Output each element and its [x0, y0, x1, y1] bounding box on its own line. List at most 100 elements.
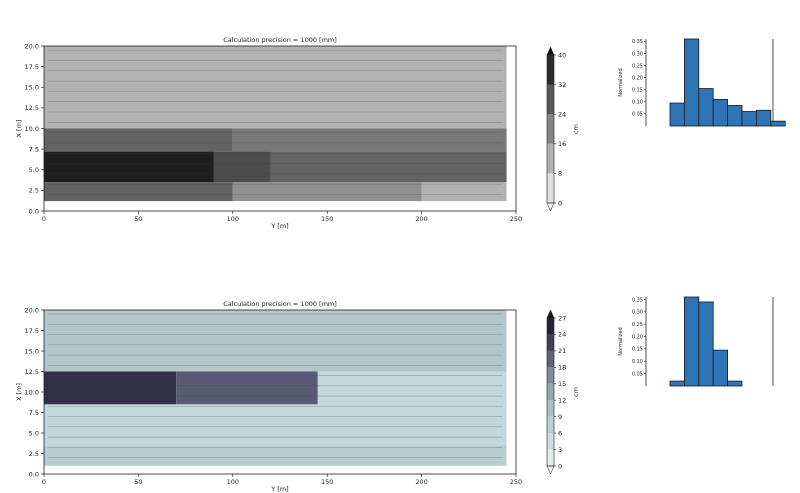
colorbar-tick-label: 6	[558, 429, 562, 437]
colorbar-tick-label: 9	[558, 413, 562, 421]
histogram-bar	[712, 99, 729, 127]
field-band-2-segment-2	[213, 151, 271, 183]
colorbar-tick-label: 16	[558, 140, 566, 148]
colorbar-segment	[547, 367, 554, 384]
colorbar-segment	[547, 318, 554, 335]
y-tick-label: 7.5	[29, 409, 39, 417]
histogram-y-tick-label: 0.20	[632, 334, 643, 340]
y-axis-label: X [m]	[15, 120, 23, 138]
colorbar-label: cm	[572, 387, 580, 397]
y-tick-label: 5.0	[29, 429, 39, 437]
x-tick-label: 100	[227, 215, 239, 223]
histogram-bar	[756, 109, 772, 127]
colorbar-tick-label: 12	[558, 397, 566, 405]
colorbar-segment	[547, 416, 554, 434]
histogram-bar	[727, 380, 743, 387]
colorbar-segment	[547, 350, 554, 368]
y-tick-label: 17.5	[25, 63, 39, 71]
colorbar-tick-label: 3	[558, 446, 562, 454]
colorbar-segment	[547, 433, 554, 450]
field-band-3-segment-2	[232, 128, 507, 152]
colorbar-tick-label: 15	[558, 380, 566, 388]
y-tick-label: 10.0	[25, 388, 39, 396]
y-tick-label: 0.0	[29, 207, 39, 215]
x-tick-label: 0	[42, 478, 46, 486]
y-tick-label: 2.5	[29, 450, 39, 458]
field-band-4-segment-1	[44, 310, 507, 372]
colorbar-frame	[546, 54, 555, 204]
histogram-y-tick-label: 0.35	[632, 297, 643, 303]
colorbar-tick-label: 40	[558, 51, 566, 59]
histogram-y-tick-label: 0.20	[632, 75, 643, 81]
x-axis-label: Y [m]	[270, 222, 288, 230]
field-band-3-segment-1	[44, 371, 177, 405]
x-tick-label: 150	[321, 215, 333, 223]
y-tick-label: 17.5	[25, 327, 39, 335]
histogram-bar	[712, 349, 729, 387]
x-tick-label: 50	[134, 478, 142, 486]
histogram-bar	[684, 38, 700, 127]
histogram-y-axis-label: Normalized	[618, 68, 624, 96]
y-tick-label: 15.0	[25, 347, 39, 355]
histogram-y-tick-label: 0.15	[632, 347, 643, 353]
colorbar-segment	[547, 114, 554, 144]
colorbar-tick-label: 0	[558, 462, 562, 470]
x-tick-label: 50	[134, 215, 142, 223]
histogram-y-tick-label: 0.05	[632, 371, 643, 377]
histogram-y-tick-label: 0.30	[632, 310, 643, 316]
chart-title: Calculation precision = 1000 [mm]	[223, 36, 337, 44]
heatmap-panel-1: Calculation precision = 1000 [mm] 0 50 100 1…	[15, 36, 786, 230]
y-tick-label: 15.0	[25, 84, 39, 92]
colorbar-tick-label: 27	[558, 314, 566, 322]
colorbar-tick-label: 32	[558, 81, 566, 89]
histogram-bar	[698, 301, 714, 387]
histogram-bar	[770, 120, 786, 127]
colorbar-tick-label: 8	[558, 170, 562, 178]
colorbar-segment	[547, 400, 554, 417]
x-tick-label: 200	[415, 215, 427, 223]
histogram-y-tick-label: 0.10	[632, 359, 643, 365]
histogram-1: 0.05 0.10 0.15 0.20 0.25 0.30 0.35 Normalized	[618, 38, 786, 127]
histogram-bar	[669, 380, 685, 387]
colorbar-max-arrow	[546, 309, 555, 319]
colorbar-segment	[547, 449, 554, 466]
histogram-y-tick-label: 0.30	[632, 51, 643, 57]
colorbar-min-arrow	[546, 202, 555, 212]
y-tick-label: 12.5	[25, 104, 39, 112]
colorbar-segment	[547, 383, 554, 401]
colorbar-frame	[546, 317, 555, 467]
x-tick-label: 200	[415, 478, 427, 486]
histogram-bar	[684, 296, 700, 387]
colorbar-tick-label: 0	[558, 199, 562, 207]
y-tick-label: 20.0	[25, 306, 39, 314]
x-tick-label: 0	[42, 215, 46, 223]
histogram-y-tick-label: 0.15	[632, 88, 643, 94]
y-tick-label: 20.0	[25, 42, 39, 50]
colorbar-segment	[547, 84, 554, 115]
x-tick-label: 100	[227, 478, 239, 486]
field-band-1-segment-2	[232, 182, 422, 202]
histogram-bar	[669, 102, 685, 127]
y-tick-label: 0.0	[29, 470, 39, 478]
colorbar-segment	[547, 334, 554, 351]
field-band-4-segment-1	[44, 46, 507, 129]
heatmap-panel-2: Calculation precision = 1000 [mm] 0 50 100 1…	[15, 296, 774, 493]
colorbar-tick-label: 24	[558, 331, 566, 339]
field-band-2-segment-3	[270, 151, 507, 183]
histogram-y-tick-label: 0.05	[632, 112, 643, 118]
field-band-2-segment-1	[44, 151, 214, 183]
histogram-bar	[727, 105, 743, 127]
y-tick-label: 12.5	[25, 368, 39, 376]
x-tick-label: 150	[321, 478, 333, 486]
x-axis-label: Y [m]	[270, 485, 288, 493]
chart-title: Calculation precision = 1000 [mm]	[223, 300, 337, 308]
colorbar-tick-label: 21	[558, 347, 566, 355]
colorbar-max-arrow	[546, 46, 555, 56]
y-tick-label: 10.0	[25, 125, 39, 133]
x-tick-label: 250	[510, 478, 522, 486]
histogram-2: 0.05 0.10 0.15 0.20 0.25 0.30 0.35 Normalized	[618, 296, 774, 387]
histogram-y-tick-label: 0.10	[632, 100, 643, 106]
field-band-2-segment-1	[44, 404, 507, 446]
field-band-1-segment-3	[421, 182, 507, 202]
